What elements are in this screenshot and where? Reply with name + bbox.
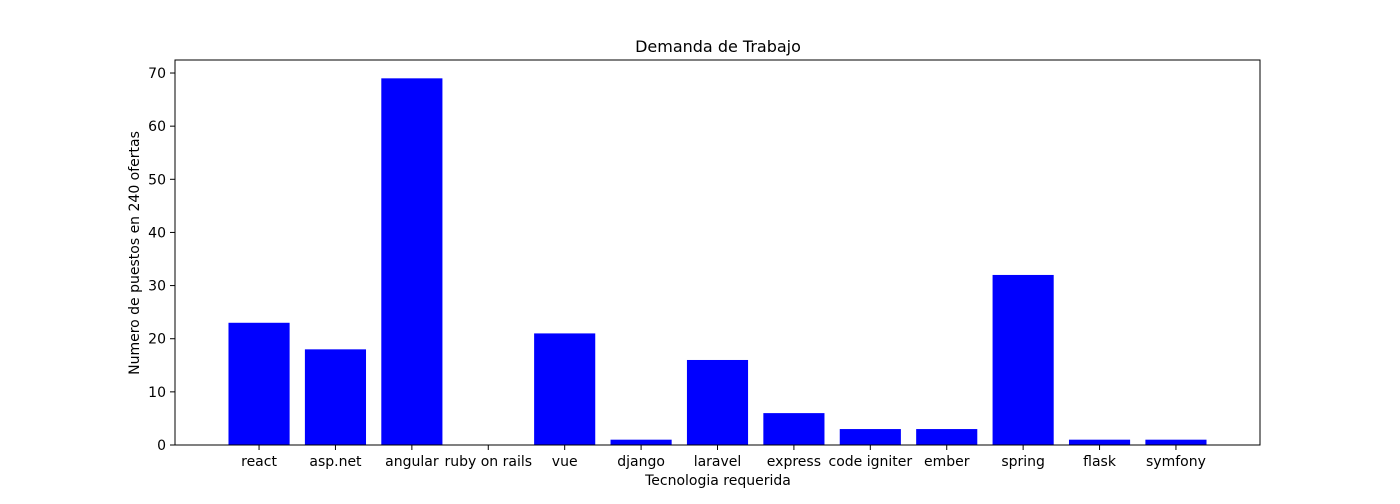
chart-title: Demanda de Trabajo (635, 37, 801, 56)
x-tick-label: asp.net (309, 454, 362, 470)
y-tick-label: 10 (148, 385, 166, 401)
y-tick-label: 50 (148, 172, 166, 188)
x-tick-label: django (617, 454, 665, 470)
bar-asp-net (304, 349, 367, 445)
bar-laravel (686, 359, 749, 445)
bars-layer (228, 78, 1207, 445)
x-tick-label: spring (1001, 454, 1045, 470)
y-tick-label: 40 (148, 225, 166, 241)
bar-flask (1068, 439, 1131, 445)
bar-ember (916, 429, 978, 445)
x-tick-label: symfony (1146, 454, 1206, 470)
x-tick-label: ember (924, 454, 970, 470)
bar-code-igniter (839, 429, 901, 445)
x-tick-label: express (767, 454, 821, 470)
x-tick-label: laravel (694, 454, 742, 470)
x-tick-label: flask (1083, 454, 1117, 470)
x-axis-title: Tecnologia requerida (644, 473, 791, 489)
y-tick-label: 30 (148, 279, 166, 295)
bar-express (763, 413, 825, 445)
bar-react (228, 322, 290, 445)
bar-angular (381, 78, 443, 445)
bar-symfony (1145, 439, 1207, 445)
x-tick-label: react (241, 454, 277, 470)
y-axis-ticks: 0 10 20 30 40 50 60 70 (148, 66, 175, 454)
plot-frame (174, 59, 1261, 446)
y-axis-title: Numero de puestos en 240 ofertas (127, 131, 143, 375)
x-tick-label: angular (385, 454, 439, 470)
y-tick-label: 70 (148, 66, 166, 82)
y-tick-label: 60 (148, 119, 166, 135)
x-tick-label: vue (552, 454, 578, 470)
y-tick-label: 0 (157, 438, 166, 454)
y-tick-label: 20 (148, 332, 166, 348)
x-tick-label: ruby on rails (444, 454, 532, 470)
x-axis-ticks: react asp.net angular ruby on rails vue djang… (241, 445, 1206, 470)
bar-vue (534, 333, 596, 445)
bar-django (610, 439, 672, 445)
bar-spring (992, 274, 1054, 445)
x-tick-label: code igniter (829, 454, 913, 470)
